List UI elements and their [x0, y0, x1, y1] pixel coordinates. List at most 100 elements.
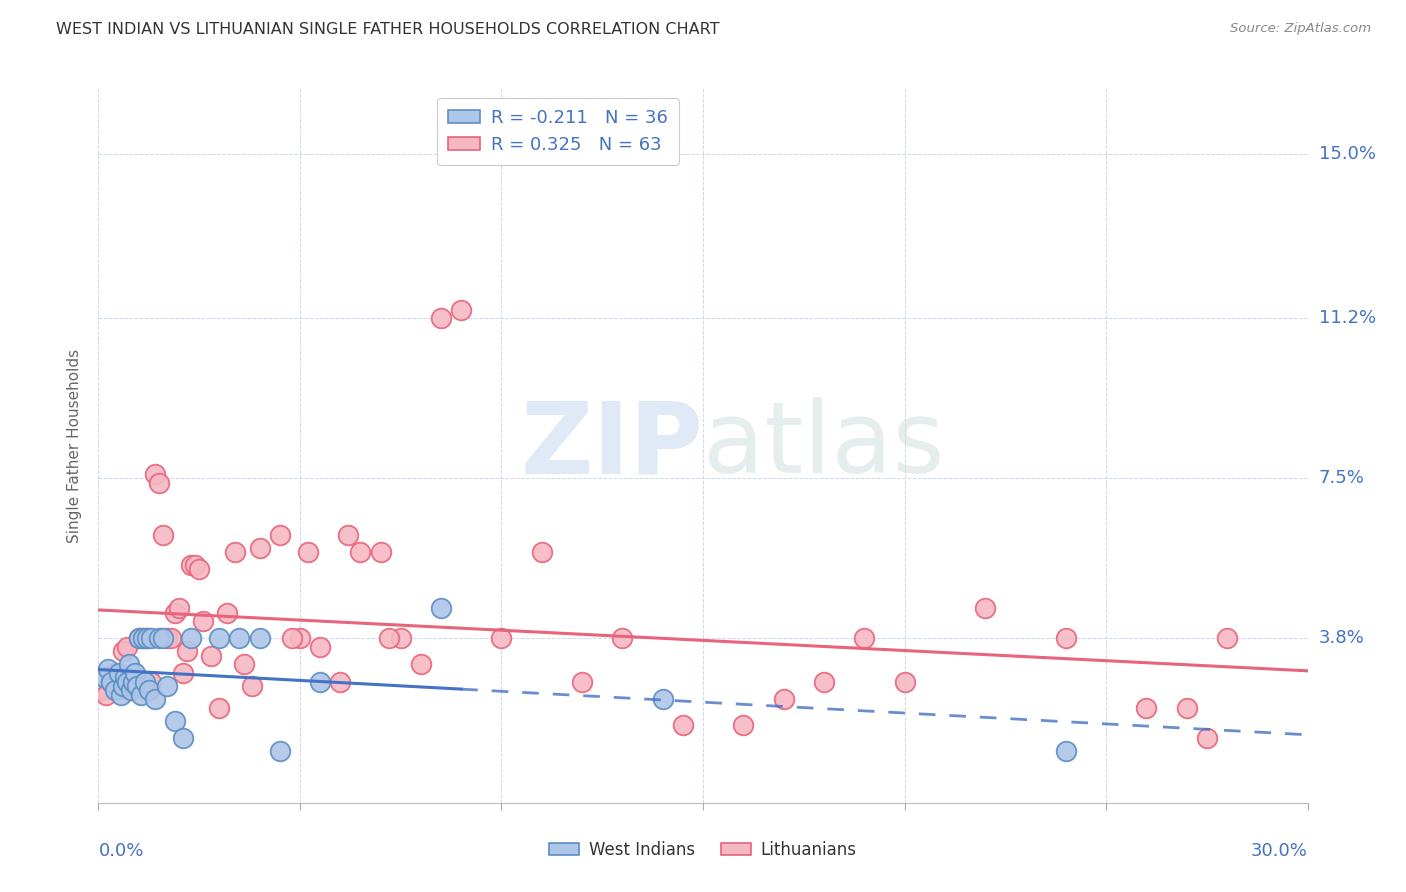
- Point: [232, 657, 254, 672]
- Point: [139, 632, 162, 646]
- Point: [114, 670, 136, 684]
- Point: [249, 632, 271, 646]
- Point: [329, 674, 352, 689]
- Text: 30.0%: 30.0%: [1251, 842, 1308, 860]
- Text: 3.8%: 3.8%: [1319, 630, 1364, 648]
- Point: [1135, 700, 1157, 714]
- Point: [409, 657, 432, 672]
- Point: [115, 674, 138, 689]
- Text: 15.0%: 15.0%: [1319, 145, 1375, 163]
- Point: [281, 632, 304, 646]
- Point: [269, 744, 291, 758]
- Point: [163, 714, 186, 728]
- Point: [156, 632, 179, 646]
- Point: [111, 644, 134, 658]
- Point: [176, 644, 198, 658]
- Point: [208, 700, 231, 714]
- Point: [612, 632, 634, 646]
- Point: [167, 601, 190, 615]
- Point: [1216, 632, 1239, 646]
- Point: [120, 683, 142, 698]
- Point: [217, 606, 239, 620]
- Point: [188, 562, 211, 576]
- Point: [134, 674, 156, 689]
- Point: [163, 606, 186, 620]
- Point: [430, 311, 453, 326]
- Point: [813, 674, 835, 689]
- Point: [240, 679, 263, 693]
- Point: [180, 632, 202, 646]
- Point: [135, 632, 157, 646]
- Point: [249, 541, 271, 555]
- Point: [152, 632, 174, 646]
- Text: 11.2%: 11.2%: [1319, 310, 1376, 327]
- Point: [128, 632, 150, 646]
- Point: [1054, 632, 1077, 646]
- Point: [103, 683, 125, 698]
- Point: [111, 679, 134, 693]
- Point: [107, 679, 129, 693]
- Point: [97, 662, 120, 676]
- Point: [893, 674, 915, 689]
- Point: [124, 670, 146, 684]
- Point: [672, 718, 695, 732]
- Point: [124, 666, 146, 681]
- Point: [193, 614, 215, 628]
- Point: [132, 632, 155, 646]
- Point: [91, 683, 114, 698]
- Point: [772, 692, 794, 706]
- Point: [143, 692, 166, 706]
- Point: [100, 674, 122, 689]
- Point: [200, 648, 222, 663]
- Point: [138, 683, 160, 698]
- Point: [1195, 731, 1218, 745]
- Point: [974, 601, 997, 615]
- Point: [349, 545, 371, 559]
- Point: [184, 558, 207, 572]
- Text: 0.0%: 0.0%: [98, 842, 143, 860]
- Point: [96, 688, 118, 702]
- Point: [733, 718, 755, 732]
- Point: [571, 674, 593, 689]
- Point: [93, 670, 115, 684]
- Text: Source: ZipAtlas.com: Source: ZipAtlas.com: [1230, 22, 1371, 36]
- Point: [228, 632, 250, 646]
- Point: [269, 527, 291, 541]
- Point: [118, 657, 141, 672]
- Point: [180, 558, 202, 572]
- Text: atlas: atlas: [703, 398, 945, 494]
- Point: [139, 674, 162, 689]
- Point: [132, 632, 155, 646]
- Point: [115, 640, 138, 654]
- Text: ZIP: ZIP: [520, 398, 703, 494]
- Point: [450, 302, 472, 317]
- Point: [100, 674, 122, 689]
- Point: [172, 666, 194, 681]
- Point: [148, 632, 170, 646]
- Point: [853, 632, 876, 646]
- Point: [172, 731, 194, 745]
- Legend: West Indians, Lithuanians: West Indians, Lithuanians: [543, 835, 863, 866]
- Y-axis label: Single Father Households: Single Father Households: [67, 349, 83, 543]
- Point: [389, 632, 412, 646]
- Point: [152, 527, 174, 541]
- Point: [288, 632, 311, 646]
- Point: [297, 545, 319, 559]
- Point: [430, 601, 453, 615]
- Point: [491, 632, 513, 646]
- Point: [208, 632, 231, 646]
- Point: [530, 545, 553, 559]
- Point: [377, 632, 399, 646]
- Point: [156, 679, 179, 693]
- Point: [103, 666, 125, 681]
- Text: WEST INDIAN VS LITHUANIAN SINGLE FATHER HOUSEHOLDS CORRELATION CHART: WEST INDIAN VS LITHUANIAN SINGLE FATHER …: [56, 22, 720, 37]
- Point: [125, 679, 148, 693]
- Point: [370, 545, 392, 559]
- Point: [337, 527, 360, 541]
- Point: [121, 674, 143, 689]
- Point: [110, 688, 132, 702]
- Point: [143, 467, 166, 482]
- Point: [651, 692, 673, 706]
- Point: [120, 683, 142, 698]
- Point: [148, 475, 170, 490]
